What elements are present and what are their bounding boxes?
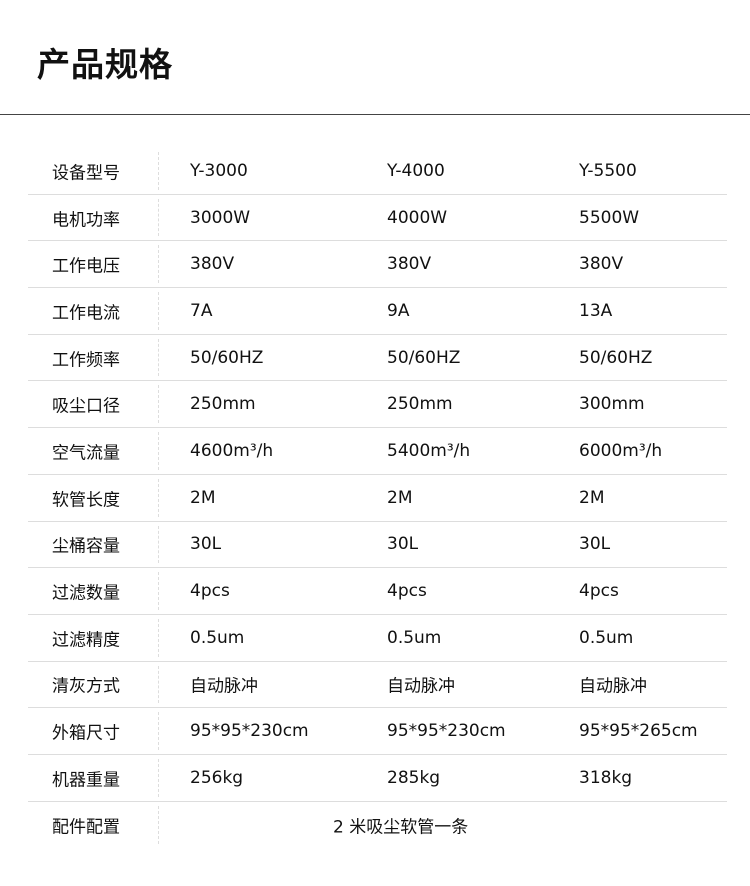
cell-value: 95*95*230cm <box>190 721 309 742</box>
cell-value: 95*95*230cm <box>387 721 506 742</box>
table-row: 设备型号 Y-3000 Y-4000 Y-5500 <box>28 148 727 195</box>
row-label: 吸尘口径 <box>52 396 120 417</box>
cell-value: 250mm <box>190 394 256 415</box>
row-label: 空气流量 <box>52 443 120 464</box>
cell-value: 6000m³/h <box>579 440 663 461</box>
cell-value: 自动脉冲 <box>579 676 647 697</box>
cell-value: 4000W <box>387 207 448 228</box>
row-label: 工作电压 <box>52 256 120 277</box>
cell-value: Y-5500 <box>579 160 637 181</box>
cell-value: 50/60HZ <box>387 347 461 368</box>
column-divider <box>158 712 159 750</box>
cell-value: 318kg <box>579 767 633 788</box>
row-label: 软管长度 <box>52 490 120 511</box>
row-label: 尘桶容量 <box>52 536 120 557</box>
table-row: 吸尘口径 250mm 250mm 300mm <box>28 381 727 429</box>
cell-value: 4pcs <box>387 581 427 602</box>
row-label: 清灰方式 <box>52 676 120 697</box>
column-divider <box>158 338 159 377</box>
column-divider <box>158 152 159 190</box>
row-label: 工作频率 <box>52 350 120 371</box>
cell-value: 0.5um <box>579 627 634 648</box>
table-row: 软管长度 2M 2M 2M <box>28 475 727 522</box>
column-divider <box>158 525 159 564</box>
table-row: 工作频率 50/60HZ 50/60HZ 50/60HZ <box>28 335 727 382</box>
column-divider <box>158 292 159 330</box>
cell-value: 3000W <box>190 207 251 228</box>
page-title: 产品规格 <box>37 45 173 84</box>
column-divider <box>158 665 159 704</box>
cell-value: 2M <box>190 487 216 508</box>
cell-value: 2M <box>579 487 605 508</box>
cell-value: 2M <box>387 487 413 508</box>
cell-value: 5500W <box>579 207 640 228</box>
column-divider <box>158 385 159 424</box>
table-row: 工作电压 380V 380V 380V <box>28 241 727 289</box>
cell-value: 30L <box>579 534 611 555</box>
cell-value: 7A <box>190 300 213 321</box>
column-divider <box>158 572 159 610</box>
cell-value: 380V <box>579 254 624 275</box>
cell-value: 95*95*265cm <box>579 721 698 742</box>
row-label: 配件配置 <box>52 817 120 838</box>
table-row: 外箱尺寸 95*95*230cm 95*95*230cm 95*95*265cm <box>28 708 727 755</box>
spec-table: 设备型号 Y-3000 Y-4000 Y-5500 电机功率 3000W 4000W 5500… <box>28 148 727 848</box>
cell-value: 0.5um <box>190 627 245 648</box>
cell-value: 30L <box>387 534 419 555</box>
cell-value: 380V <box>387 254 432 275</box>
cell-value: 2 米吸尘软管一条 <box>333 817 469 838</box>
row-label: 过滤数量 <box>52 583 120 604</box>
cell-value: 250mm <box>387 394 453 415</box>
cell-value: 50/60HZ <box>190 347 264 368</box>
cell-value: 30L <box>190 534 222 555</box>
row-label: 设备型号 <box>52 163 120 184</box>
cell-value: 300mm <box>579 394 645 415</box>
cell-value: 380V <box>190 254 235 275</box>
table-row: 尘桶容量 30L 30L 30L <box>28 522 727 569</box>
cell-value: 285kg <box>387 767 441 788</box>
column-divider <box>158 198 159 237</box>
table-row: 机器重量 256kg 285kg 318kg <box>28 755 727 802</box>
row-label: 机器重量 <box>52 770 120 791</box>
table-row: 清灰方式 自动脉冲 自动脉冲 自动脉冲 <box>28 662 727 709</box>
column-divider <box>158 805 159 845</box>
table-row: 过滤数量 4pcs 4pcs 4pcs <box>28 568 727 615</box>
cell-value: 9A <box>387 300 410 321</box>
cell-value: 5400m³/h <box>387 440 471 461</box>
cell-value: 256kg <box>190 767 244 788</box>
cell-value: 4pcs <box>579 581 619 602</box>
cell-value: 4600m³/h <box>190 440 274 461</box>
table-row-accessory: 配件配置 2 米吸尘软管一条 <box>28 802 727 849</box>
cell-value: 自动脉冲 <box>387 676 455 697</box>
row-label: 工作电流 <box>52 303 120 324</box>
row-label: 外箱尺寸 <box>52 723 120 744</box>
table-row: 过滤精度 0.5um 0.5um 0.5um <box>28 615 727 662</box>
title-divider <box>0 114 750 115</box>
table-row: 空气流量 4600m³/h 5400m³/h 6000m³/h <box>28 428 727 475</box>
column-divider <box>158 758 159 797</box>
column-divider <box>158 432 159 470</box>
cell-value: 13A <box>579 300 613 321</box>
cell-value: 50/60HZ <box>579 347 653 368</box>
row-label: 过滤精度 <box>52 630 120 651</box>
row-label: 电机功率 <box>52 210 120 231</box>
column-divider <box>158 245 159 284</box>
column-divider <box>158 478 159 517</box>
cell-value: Y-3000 <box>190 160 248 181</box>
cell-value: 4pcs <box>190 581 230 602</box>
table-row: 工作电流 7A 9A 13A <box>28 288 727 335</box>
cell-value: 0.5um <box>387 627 442 648</box>
column-divider <box>158 618 159 657</box>
cell-value: 自动脉冲 <box>190 676 258 697</box>
table-row: 电机功率 3000W 4000W 5500W <box>28 195 727 242</box>
cell-value: Y-4000 <box>387 160 445 181</box>
